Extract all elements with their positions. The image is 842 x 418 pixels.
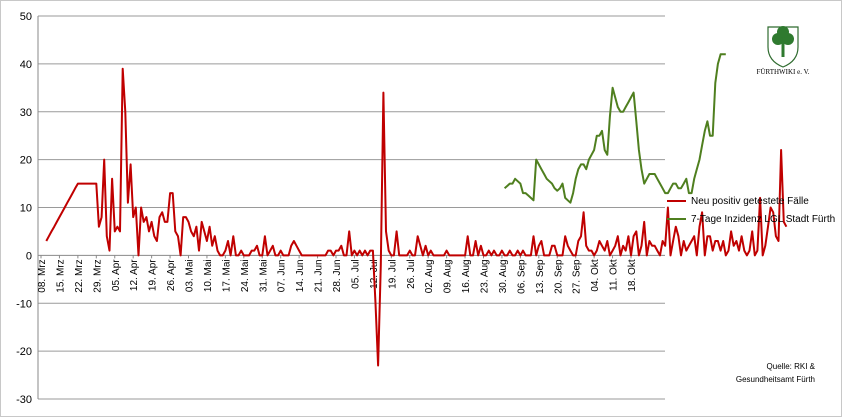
legend: Neu positiv getestete Fälle 7-Tage Inzid… [667,196,835,225]
x-tick-label: 02. Aug [424,259,435,293]
x-tick-label: 04. Okt [590,259,601,291]
x-tick-label: 17. Mai [221,259,232,292]
x-tick-label: 29. Mrz [92,259,103,292]
x-tick-label: 14. Jun [295,259,306,292]
y-tick-label: 50 [20,11,32,23]
x-tick-label: 26. Apr [166,259,177,291]
x-tick-label: 24. Mai [240,259,251,292]
x-tick-label: 19. Jul [387,259,398,288]
legend-label-incidence: 7-Tage Inzidenz LGL Stadt Fürth [691,214,835,225]
y-tick-label: -30 [16,394,32,406]
x-tick-label: 10. Mai [203,259,214,292]
gridlines [37,15,665,400]
x-tick-label: 15. Mrz [55,259,66,292]
cloverleaf-shield-icon [767,26,799,68]
legend-label-cases: Neu positiv getestete Fälle [691,196,809,207]
x-tick-label: 06. Sep [516,259,527,294]
y-tick-label: 20 [20,155,32,167]
x-tick-label: 22. Mrz [74,259,85,292]
x-tick-label: 23. Aug [480,259,491,293]
x-axis-ticks: 08. Mrz 15. Mrz 22. Mrz 29. Mrz 05. Apr 12. A… [37,255,638,294]
x-tick-label: 26. Jul [406,259,417,288]
y-tick-label: -20 [16,346,32,358]
x-tick-label: 16. Aug [461,259,472,293]
y-tick-label: 40 [20,59,32,71]
x-tick-label: 05. Apr [111,259,122,291]
series-line-cases [45,67,788,367]
x-tick-label: 19. Apr [148,259,159,291]
x-tick-label: 05. Jul [350,259,361,288]
y-tick-label: 0 [26,250,32,262]
source-line-2: Gesundheitsamt Fürth [736,375,815,384]
x-tick-label: 11. Okt [609,259,620,291]
logo-text: FÜRTHWIKI e. V. [757,68,810,76]
logo: FÜRTHWIKI e. V. [757,26,810,76]
x-tick-label: 13. Sep [535,259,546,294]
x-tick-label: 28. Jun [332,259,343,292]
x-tick-label: 03. Mai [185,259,196,292]
x-tick-label: 30. Aug [498,259,509,293]
source-note: Quelle: RKI & Gesundheitsamt Fürth [736,362,816,384]
x-tick-label: 09. Aug [443,259,454,293]
x-tick-label: 08. Mrz [37,259,48,292]
x-tick-label: 27. Sep [572,259,583,294]
series-lines [45,53,788,367]
x-tick-label: 20. Sep [553,259,564,294]
y-tick-label: -10 [16,298,32,310]
x-tick-label: 31. Mai [258,259,269,292]
y-axis-ticks: -30 -20 -10 0 10 20 30 40 50 [16,11,32,406]
x-tick-label: 07. Jun [277,259,288,292]
x-tick-label: 21. Jun [314,259,325,292]
x-tick-label: 12. Apr [129,259,140,291]
x-tick-label: 18. Okt [627,259,638,291]
y-tick-label: 30 [20,107,32,119]
series-line-incidence [503,53,726,204]
source-line-1: Quelle: RKI & [767,362,816,371]
y-tick-label: 10 [20,203,32,215]
